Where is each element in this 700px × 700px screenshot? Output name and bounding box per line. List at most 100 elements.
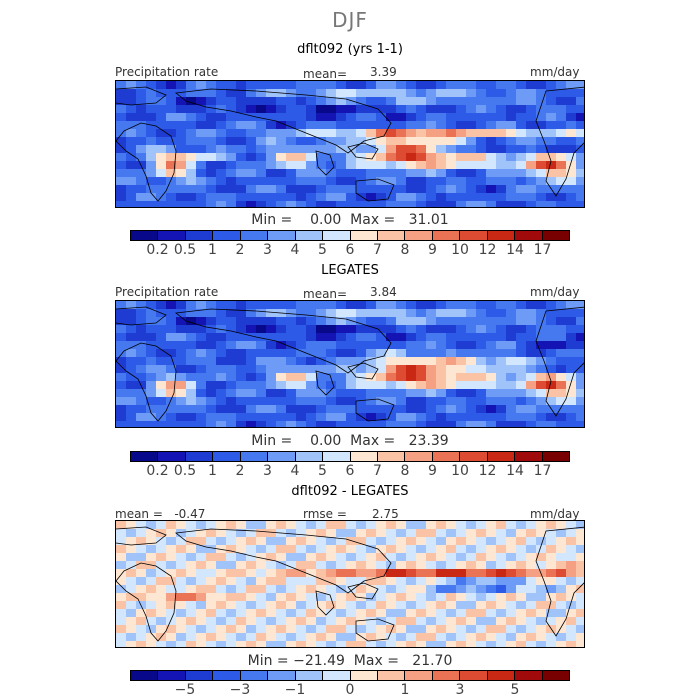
panel-1-minmax: Min = 0.00 Max = 31.01 bbox=[251, 212, 449, 228]
colorbar-tick-label: 2 bbox=[235, 242, 245, 258]
panel-3-map bbox=[115, 520, 585, 648]
colorbar-tick-label: 10 bbox=[451, 242, 469, 258]
colorbar-swatch bbox=[295, 452, 324, 461]
panel-2-units: mm/day bbox=[530, 285, 580, 299]
colorbar-swatch bbox=[323, 231, 351, 240]
colorbar-swatch bbox=[295, 671, 324, 680]
colorbar-tick-label: 12 bbox=[478, 242, 497, 258]
colorbar-swatch bbox=[405, 231, 433, 240]
colorbar-swatch bbox=[185, 231, 214, 240]
colorbar-tick-label: 0.5 bbox=[173, 242, 197, 258]
colorbar-tick-label: 0 bbox=[345, 682, 355, 698]
colorbar-swatch bbox=[158, 452, 186, 461]
panel-1-units: mm/day bbox=[530, 65, 580, 79]
colorbar-tick-label: 0.2 bbox=[146, 242, 169, 258]
colorbar-swatch bbox=[213, 671, 241, 680]
colorbar-swatch bbox=[460, 452, 488, 461]
season-title: DJF bbox=[332, 8, 368, 32]
panel-3-minmax: Min = −21.49 Max = 21.70 bbox=[247, 653, 453, 669]
colorbar-swatch bbox=[323, 452, 351, 461]
colorbar-tick-label: −1 bbox=[284, 682, 306, 698]
colorbar-swatch bbox=[405, 452, 433, 461]
colorbar-tick-label: 6 bbox=[345, 242, 355, 258]
colorbar-swatch bbox=[131, 671, 159, 680]
colorbar-swatch bbox=[405, 671, 433, 680]
colorbar-tick-label: 9 bbox=[428, 463, 437, 479]
colorbar-tick-label: 1 bbox=[208, 463, 217, 479]
colorbar-swatch bbox=[350, 452, 378, 461]
colorbar-tick-label: 12 bbox=[478, 463, 497, 479]
colorbar-tick-label: 10 bbox=[451, 463, 469, 479]
panel-3-colorbar-ticks: −5 −3 −1 0 1 3 5 bbox=[130, 682, 570, 700]
panel-1-variable-label: Precipitation rate bbox=[115, 65, 219, 79]
colorbar-swatch bbox=[213, 231, 241, 240]
colorbar-tick-label: 4 bbox=[290, 463, 300, 479]
colorbar-swatch bbox=[350, 231, 378, 240]
colorbar-swatch bbox=[350, 671, 378, 680]
colorbar-swatch bbox=[268, 452, 296, 461]
colorbar-tick-label: 8 bbox=[400, 463, 410, 479]
colorbar-swatch bbox=[185, 671, 214, 680]
colorbar-tick-label: 1 bbox=[208, 242, 217, 258]
panel-2-map bbox=[115, 300, 585, 428]
colorbar-swatch bbox=[515, 231, 543, 240]
panel-1-map bbox=[115, 80, 585, 208]
colorbar-swatch bbox=[158, 671, 186, 680]
colorbar-swatch bbox=[515, 671, 543, 680]
panel-3-colorbar bbox=[130, 670, 570, 681]
colorbar-tick-label: 7 bbox=[373, 242, 382, 258]
panel-3-difference-map bbox=[116, 521, 584, 647]
colorbar-swatch bbox=[240, 671, 269, 680]
panel-3-rmse-label: rmse = bbox=[303, 507, 347, 521]
colorbar-swatch bbox=[542, 452, 569, 461]
colorbar-tick-label: 3 bbox=[263, 463, 272, 479]
colorbar-swatch bbox=[323, 671, 351, 680]
colorbar-tick-label: 9 bbox=[428, 242, 437, 258]
colorbar-swatch bbox=[268, 671, 296, 680]
colorbar-swatch bbox=[158, 231, 186, 240]
colorbar-swatch bbox=[377, 231, 406, 240]
colorbar-swatch bbox=[487, 671, 516, 680]
colorbar-tick-label: 3 bbox=[455, 682, 465, 698]
colorbar-tick-label: 1 bbox=[400, 682, 410, 698]
colorbar-swatch bbox=[185, 452, 214, 461]
colorbar-swatch bbox=[432, 231, 461, 240]
colorbar-swatch bbox=[542, 671, 569, 680]
colorbar-swatch bbox=[268, 231, 296, 240]
colorbar-tick-label: 5 bbox=[318, 463, 327, 479]
colorbar-tick-label: 7 bbox=[373, 463, 382, 479]
colorbar-tick-label: 5 bbox=[510, 682, 520, 698]
colorbar-swatch bbox=[240, 452, 269, 461]
panel-2-mean-label: mean= bbox=[303, 287, 348, 301]
colorbar-tick-label: 0.2 bbox=[146, 463, 169, 479]
colorbar-swatch bbox=[487, 452, 516, 461]
panel-1-mean-value: 3.39 bbox=[370, 65, 397, 79]
colorbar-swatch bbox=[377, 671, 406, 680]
panel-2-colorbar bbox=[130, 451, 570, 462]
panel-1-colorbar bbox=[130, 230, 570, 241]
colorbar-swatch bbox=[432, 671, 461, 680]
colorbar-swatch bbox=[131, 452, 159, 461]
panel-2-mean-value: 3.84 bbox=[370, 285, 397, 299]
colorbar-swatch bbox=[542, 231, 569, 240]
colorbar-swatch bbox=[460, 671, 488, 680]
colorbar-tick-label: 14 bbox=[506, 242, 524, 258]
panel-2-precip-map bbox=[116, 301, 584, 427]
colorbar-tick-label: 14 bbox=[506, 463, 524, 479]
panel-3-title: dflt092 - LEGATES bbox=[291, 484, 409, 499]
colorbar-tick-label: −5 bbox=[174, 682, 196, 698]
colorbar-tick-label: 4 bbox=[290, 242, 300, 258]
colorbar-tick-label: −3 bbox=[229, 682, 251, 698]
colorbar-tick-label: 2 bbox=[235, 463, 245, 479]
panel-3-mean-label: mean = -0.47 bbox=[115, 507, 206, 521]
colorbar-tick-label: 3 bbox=[263, 242, 272, 258]
panel-1-mean-label: mean= bbox=[303, 67, 348, 81]
colorbar-tick-label: 17 bbox=[533, 463, 552, 479]
panel-2-colorbar-ticks: 0.2 0.5 1 2 3 4 5 6 7 8 9 10 12 14 17 bbox=[130, 463, 570, 481]
colorbar-swatch bbox=[377, 452, 406, 461]
colorbar-swatch bbox=[213, 452, 241, 461]
panel-1-colorbar-ticks: 0.2 0.5 1 2 3 4 5 6 7 8 9 10 12 14 17 bbox=[130, 242, 570, 260]
colorbar-tick-label: 5 bbox=[318, 242, 327, 258]
panel-3-units: mm/day bbox=[530, 507, 580, 521]
colorbar-swatch bbox=[460, 231, 488, 240]
